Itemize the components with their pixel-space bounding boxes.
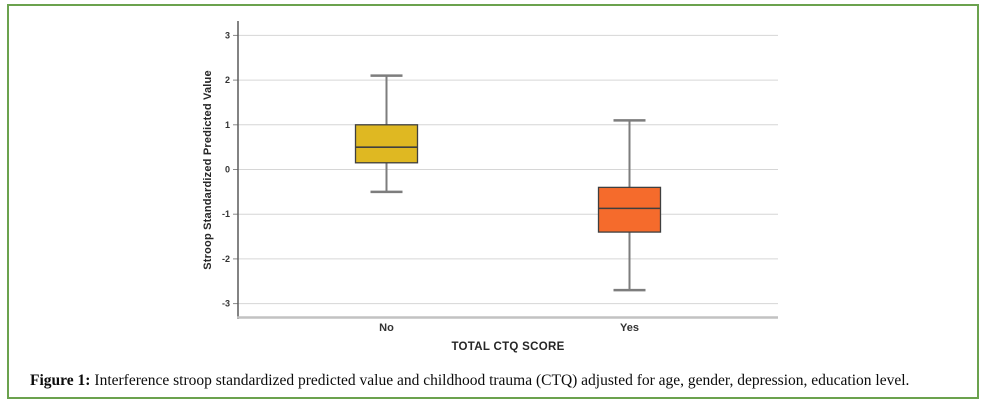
- y-tick-label: 3: [225, 30, 230, 40]
- y-tick-label: -1: [222, 209, 230, 219]
- y-tick-label: -3: [222, 299, 230, 309]
- box-no: [354, 124, 419, 164]
- y-tick-label: -2: [222, 254, 230, 264]
- panel-border: [7, 4, 979, 399]
- box-yes: [597, 186, 662, 233]
- y-tick-label: 0: [225, 165, 230, 175]
- y-tick-label: 1: [225, 120, 230, 130]
- figure-caption: Figure 1: Interference stroop standardize…: [30, 372, 960, 390]
- x-axis-title: TOTAL CTQ SCORE: [451, 341, 565, 353]
- x-category-label: No: [379, 322, 394, 334]
- x-category-label: Yes: [620, 322, 639, 334]
- figure-caption-text: Interference stroop standardized predict…: [94, 372, 910, 389]
- y-tick-label: 2: [225, 75, 230, 85]
- y-axis-title: Stroop Standardized Predicted Value: [202, 70, 214, 270]
- figure-caption-label: Figure 1:: [30, 372, 91, 389]
